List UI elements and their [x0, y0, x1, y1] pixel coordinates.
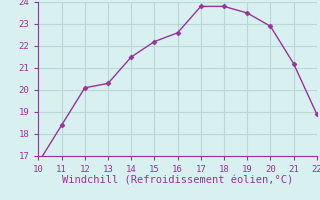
X-axis label: Windchill (Refroidissement éolien,°C): Windchill (Refroidissement éolien,°C): [62, 175, 293, 185]
